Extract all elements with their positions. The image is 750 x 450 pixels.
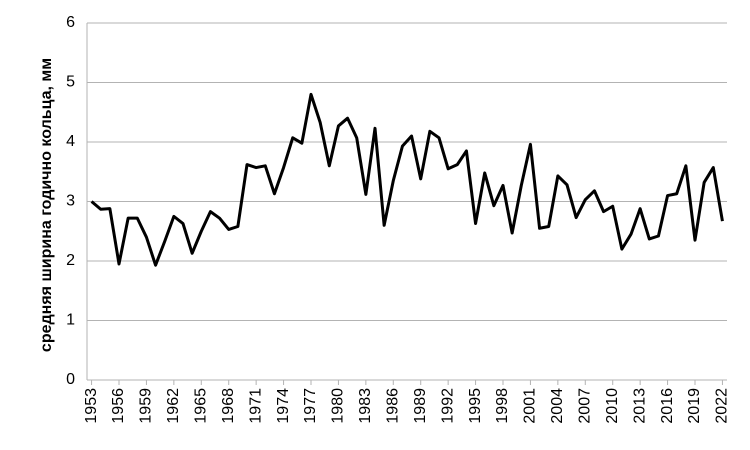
x-tick-label: 2013: [631, 388, 648, 424]
x-tick-label: 1968: [220, 388, 237, 424]
y-tick-label: 0: [66, 371, 75, 388]
x-tick-label: 1995: [467, 388, 484, 424]
x-tick-label: 1959: [138, 388, 155, 424]
x-tick-label: 1965: [193, 388, 210, 424]
x-tick-label: 1989: [412, 388, 429, 424]
x-tick-label: 2019: [686, 388, 703, 424]
y-tick-label: 2: [66, 252, 75, 269]
x-tick-label: 1998: [494, 388, 511, 424]
y-tick-label: 3: [66, 193, 75, 210]
y-tick-label: 1: [66, 312, 75, 329]
x-tick-label: 1962: [165, 388, 182, 424]
x-tick-label: 2022: [714, 388, 731, 424]
x-tick-label: 2007: [577, 388, 594, 424]
x-tick-label: 1977: [302, 388, 319, 424]
x-tick-label: 1983: [357, 388, 374, 424]
x-tick-label: 2004: [549, 388, 566, 424]
y-tick-label: 6: [66, 14, 75, 31]
x-tick-label: 1986: [385, 388, 402, 424]
x-tick-label: 2010: [604, 388, 621, 424]
y-tick-label: 5: [66, 74, 75, 91]
x-tick-label: 1980: [330, 388, 347, 424]
x-tick-label: 1971: [247, 388, 264, 424]
x-tick-label: 1992: [439, 388, 456, 424]
x-tick-label: 1953: [83, 388, 100, 424]
y-axis-label: средняя ширина годично кольца, мм: [38, 58, 55, 352]
x-tick-label: 2001: [522, 388, 539, 424]
y-tick-label: 4: [66, 133, 75, 150]
x-tick-label: 1956: [110, 388, 127, 424]
data-line: [90, 92, 724, 267]
x-tick-label: 2016: [659, 388, 676, 424]
x-tick-label: 1974: [275, 388, 292, 424]
